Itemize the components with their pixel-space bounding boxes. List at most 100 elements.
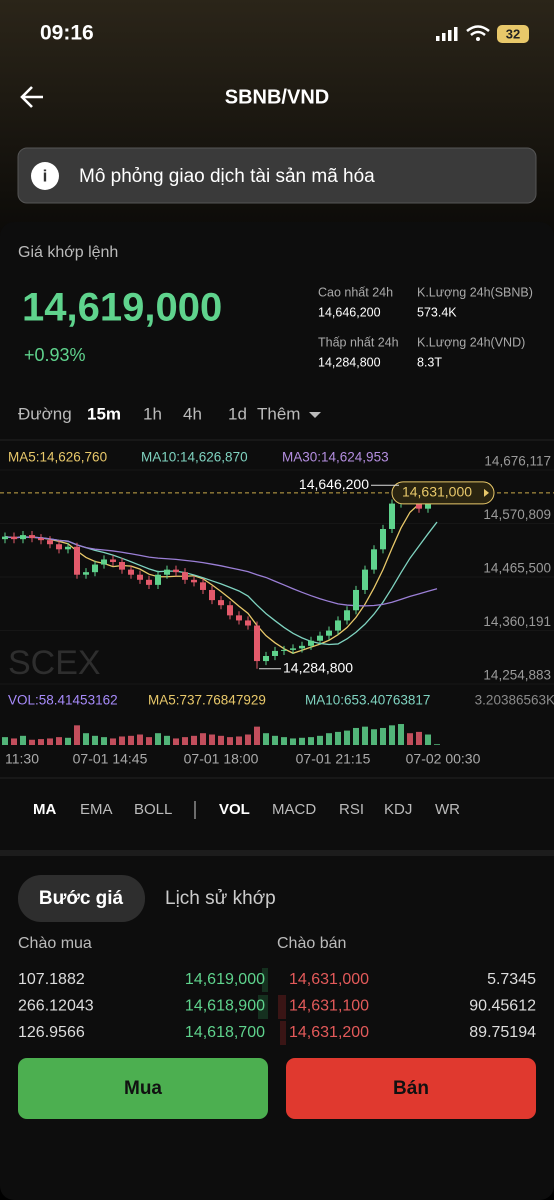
x-tick-label: 07-02 00:30: [406, 751, 481, 767]
candle-body: [119, 562, 125, 570]
candle-body: [254, 625, 260, 662]
bid-price: 14,618,700: [185, 1024, 265, 1041]
candle-body: [344, 610, 350, 621]
page-title: SBNB/VND: [225, 86, 329, 108]
indicator[interactable]: KDJ: [384, 801, 412, 818]
candle-body: [263, 655, 269, 662]
timeframe[interactable]: 1h: [143, 404, 162, 423]
battery: [497, 25, 529, 43]
indicator[interactable]: MACD: [272, 801, 316, 818]
candle-body: [245, 620, 251, 626]
wifi: [466, 25, 490, 36]
ask-price: 14,631,200: [289, 1024, 369, 1041]
ask-price: 14,631,000: [289, 971, 369, 988]
candle-body: [371, 549, 377, 570]
candle-body: [74, 546, 80, 575]
candle-body: [92, 564, 98, 573]
volume-bar: [263, 733, 269, 745]
stat-label: K.Lượng 24h(VND): [417, 335, 525, 349]
candle-body: [272, 650, 278, 656]
candle-body: [299, 645, 305, 649]
tab-active[interactable]: [18, 875, 145, 922]
bid-price: 14,619,000: [185, 971, 265, 988]
candle-body: [326, 630, 332, 636]
stat-label: Cao nhất 24h: [318, 285, 393, 299]
indicator-tabs: MA EMA BOLL VOL MACD RSI KDJ WR: [33, 801, 460, 819]
volume-bar: [362, 726, 368, 745]
stat-label: K.Lượng 24h(SBNB): [417, 285, 533, 299]
candle-body: [389, 503, 395, 529]
sell-label[interactable]: Bán: [393, 1078, 429, 1099]
stat-value: 573.4K: [417, 305, 457, 319]
volume-bar: [245, 734, 251, 745]
volume-bar: [227, 737, 233, 745]
volume-bar: [56, 737, 62, 745]
volume-bar: [425, 734, 431, 745]
volume-bar: [398, 724, 404, 745]
ticker-price: 14,619,000: [22, 286, 222, 330]
timeframe[interactable]: 4h: [183, 404, 202, 423]
y-tick-label: 14,465,500: [483, 561, 551, 576]
volume-bar: [119, 736, 125, 745]
x-tick-label: 07-01 18:00: [184, 751, 259, 767]
indicator[interactable]: EMA: [80, 801, 113, 818]
timeframe[interactable]: Đường: [18, 404, 72, 423]
volume-bar: [209, 734, 215, 745]
info-glyph: i: [43, 166, 48, 185]
candle-body: [47, 540, 53, 545]
volume-bar: [407, 733, 413, 745]
volume-bar: [155, 733, 161, 745]
indicator[interactable]: RSI: [339, 801, 364, 818]
volume-bar: [380, 727, 386, 745]
stat-value: 8.3T: [417, 355, 442, 369]
y-tick-label: 14,676,117: [484, 454, 551, 469]
indicator[interactable]: VOL: [219, 801, 250, 818]
candle-chart: MA5:14,626,760 MA10:14,626,870 MA30:14,624…: [0, 450, 554, 767]
ask-amount: 90.45612: [469, 998, 536, 1015]
sell-button[interactable]: [286, 1058, 536, 1119]
volume-bar: [191, 735, 197, 745]
timeframe[interactable]: 15m: [87, 404, 121, 423]
vol-label: VOL:58.41453162: [8, 693, 118, 708]
indicator[interactable]: MA: [33, 801, 56, 818]
volume-bar: [65, 737, 71, 745]
x-tick-label: 07-01 14:45: [73, 751, 148, 767]
candle-body: [155, 574, 161, 585]
volume-bar: [38, 739, 44, 745]
volume-bar: [173, 738, 179, 745]
volume-bar: [353, 727, 359, 745]
candle-body: [353, 589, 359, 611]
timeframe[interactable]: 1d: [228, 404, 247, 423]
candle-body: [83, 572, 89, 575]
stat-label: Thấp nhất 24h: [318, 335, 399, 349]
timeframe[interactable]: Thêm: [257, 404, 300, 423]
book-tab[interactable]: Lịch sử khớp: [165, 888, 276, 909]
book-tab[interactable]: Bước giá: [39, 888, 124, 909]
candle-body: [227, 605, 233, 616]
volume-bar: [272, 735, 278, 745]
candle-body: [173, 569, 179, 573]
buy-button[interactable]: [18, 1058, 268, 1119]
volume-bar: [2, 737, 8, 745]
book-head: Chào mua: [18, 935, 92, 952]
high-label: 14,646,200: [299, 476, 369, 492]
volume-bar: [416, 731, 422, 745]
back-button[interactable]: [20, 86, 43, 108]
indicator[interactable]: BOLL: [134, 801, 172, 818]
volume-bar: [389, 725, 395, 745]
candle-body: [380, 528, 386, 550]
ask-price: 14,631,100: [289, 998, 369, 1015]
timeframes: Đường 15m 1h 4h 1d Thêm: [18, 404, 321, 423]
ticker-label: Giá khớp lệnh: [18, 244, 118, 261]
candle-body: [128, 569, 134, 575]
volume-bar: [290, 738, 296, 745]
card: [0, 222, 554, 1200]
volume-bar: [371, 729, 377, 745]
depth-bars: [258, 968, 286, 1045]
candle-body: [236, 615, 242, 621]
vol-label: 3.20386563K: [475, 693, 554, 708]
buy-label[interactable]: Mua: [124, 1078, 162, 1099]
indicator[interactable]: WR: [435, 801, 460, 818]
ma-label: MA10:14,626,870: [141, 450, 248, 465]
